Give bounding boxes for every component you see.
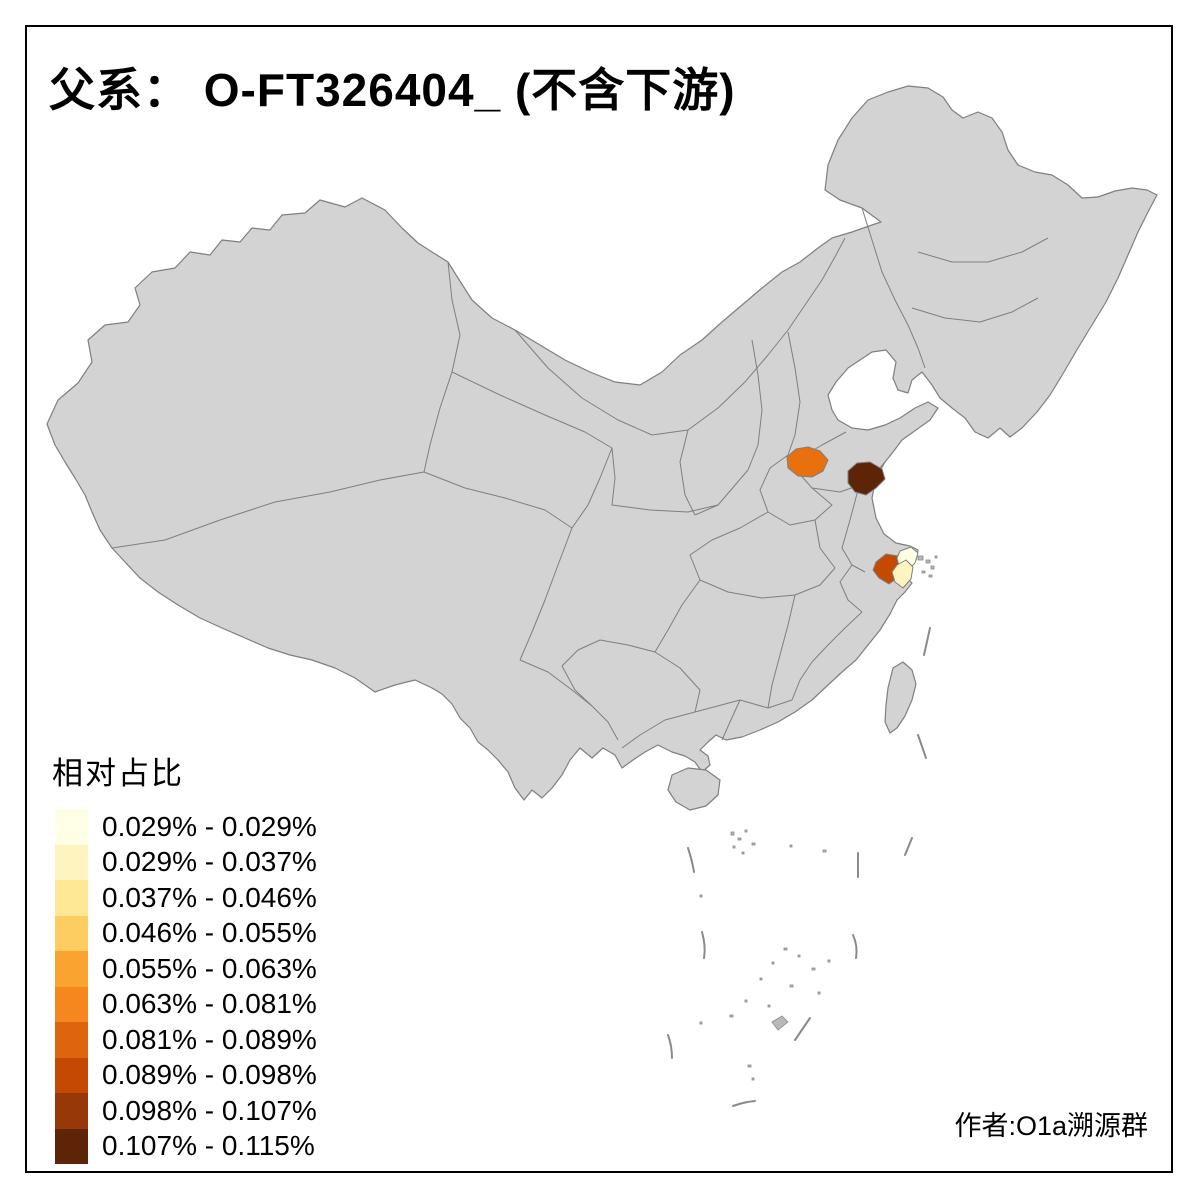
legend-title: 相对占比 (52, 756, 184, 791)
legend-swatch (55, 809, 88, 845)
highlighted-regions (786, 446, 919, 589)
highlight-region-south-shandong (847, 461, 886, 496)
province-boundaries (111, 207, 1049, 749)
legend-row: 0.037% - 0.046% (55, 880, 317, 916)
legend-label: 0.037% - 0.046% (102, 881, 317, 913)
legend-label: 0.081% - 0.089% (102, 1023, 317, 1055)
legend-row: 0.063% - 0.081% (55, 986, 317, 1022)
legend-label: 0.098% - 0.107% (102, 1094, 317, 1126)
highlight-region-delta-cream (891, 559, 914, 589)
legend-row: 0.029% - 0.037% (55, 844, 317, 880)
legend-row: 0.055% - 0.063% (55, 951, 317, 987)
legend-row: 0.046% - 0.055% (55, 915, 317, 951)
legend-row: 0.098% - 0.107% (55, 1093, 317, 1129)
small-island (771, 1015, 789, 1031)
legend-swatch (55, 1093, 88, 1129)
legend-rows: 0.029% - 0.029% 0.029% - 0.037% 0.037% -… (55, 809, 317, 1164)
legend: 相对占比 0.029% - 0.029% 0.029% - 0.037% 0.0… (52, 748, 317, 1164)
legend-row: 0.107% - 0.115% (55, 1128, 317, 1164)
legend-label: 0.029% - 0.029% (102, 810, 317, 842)
legend-swatch (55, 1022, 88, 1058)
china-mainland-shape (46, 85, 1158, 801)
legend-swatch (55, 915, 88, 951)
legend-label: 0.089% - 0.098% (102, 1059, 317, 1091)
legend-label: 0.046% - 0.055% (102, 917, 317, 949)
legend-row: 0.029% - 0.029% (55, 809, 317, 845)
legend-label: 0.107% - 0.115% (102, 1130, 315, 1162)
taiwan-island (884, 661, 917, 734)
legend-swatch (55, 986, 88, 1022)
legend-swatch (55, 880, 88, 916)
legend-label: 0.055% - 0.063% (102, 952, 317, 984)
legend-swatch (55, 951, 88, 987)
page-title: 父系： O-FT326404_ (不含下游) (49, 64, 736, 116)
south-china-sea-islets (667, 627, 931, 1107)
legend-swatch (55, 1128, 88, 1164)
zhoushan-islets (917, 555, 938, 578)
legend-row: 0.081% - 0.089% (55, 1022, 317, 1058)
hainan-island (667, 767, 721, 811)
legend-row: 0.089% - 0.098% (55, 1057, 317, 1093)
highlight-region-west-shandong (786, 446, 829, 478)
legend-label: 0.029% - 0.037% (102, 846, 317, 878)
legend-swatch (55, 844, 88, 880)
legend-label: 0.063% - 0.081% (102, 988, 317, 1020)
attribution-text: 作者:O1a溯源群 (954, 1111, 1148, 1141)
legend-swatch (55, 1057, 88, 1093)
